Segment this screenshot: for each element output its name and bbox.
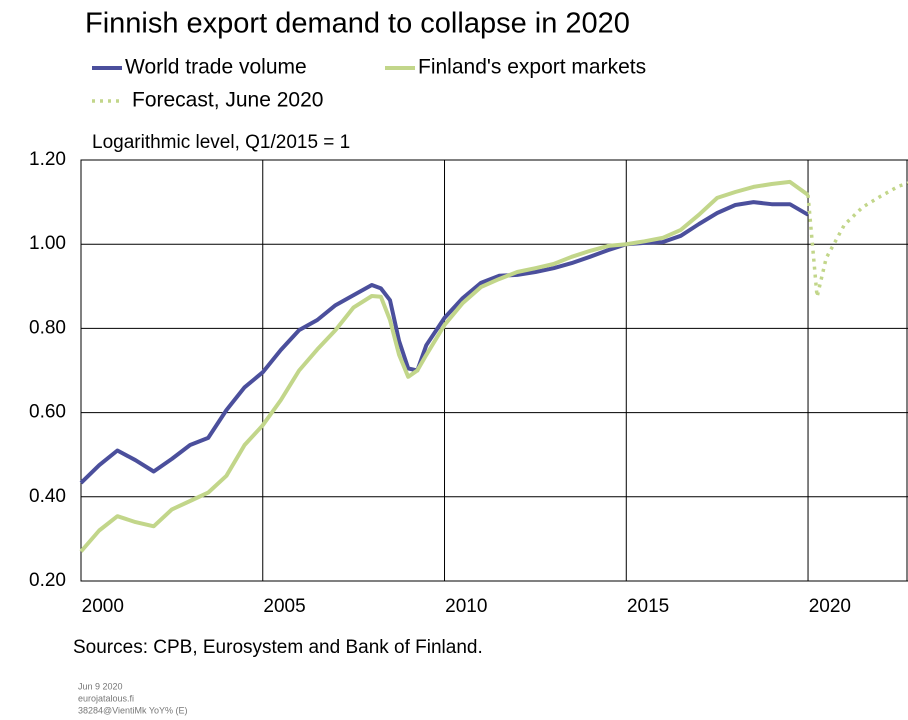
y-tick-label: 1.20: [29, 149, 66, 170]
x-tick-label: 2020: [809, 596, 851, 617]
series-line: [79, 200, 810, 485]
legend-label: Finland's export markets: [418, 56, 646, 79]
legend-label: Forecast, June 2020: [132, 89, 323, 112]
chart-title: Finnish export demand to collapse in 202…: [85, 8, 630, 40]
y-tick-label: 0.20: [29, 570, 66, 591]
footer: Jun 9 2020: [78, 681, 123, 691]
source: Sources: CPB, Eurosystem and Bank of Fin…: [73, 637, 483, 658]
series-line: [79, 179, 810, 553]
x-tick-label: 2015: [627, 596, 669, 617]
x-tick-label: 2000: [82, 596, 124, 617]
footer: eurojatalous.fi: [78, 693, 134, 703]
legend-label: World trade volume: [125, 56, 307, 79]
x-tick-label: 2005: [263, 596, 305, 617]
series-line: [806, 181, 908, 299]
y-tick-label: 1.00: [29, 233, 66, 254]
x-tick-label: 2010: [445, 596, 487, 617]
plot-frame: [80, 159, 908, 582]
y-tick-label: 0.40: [29, 486, 66, 507]
footer: 38284@VientiMk YoY% (E): [78, 705, 188, 715]
y-tick-label: 0.80: [29, 317, 66, 338]
subtitle: Logarithmic level, Q1/2015 = 1: [92, 132, 350, 153]
y-tick-label: 0.60: [29, 402, 66, 423]
